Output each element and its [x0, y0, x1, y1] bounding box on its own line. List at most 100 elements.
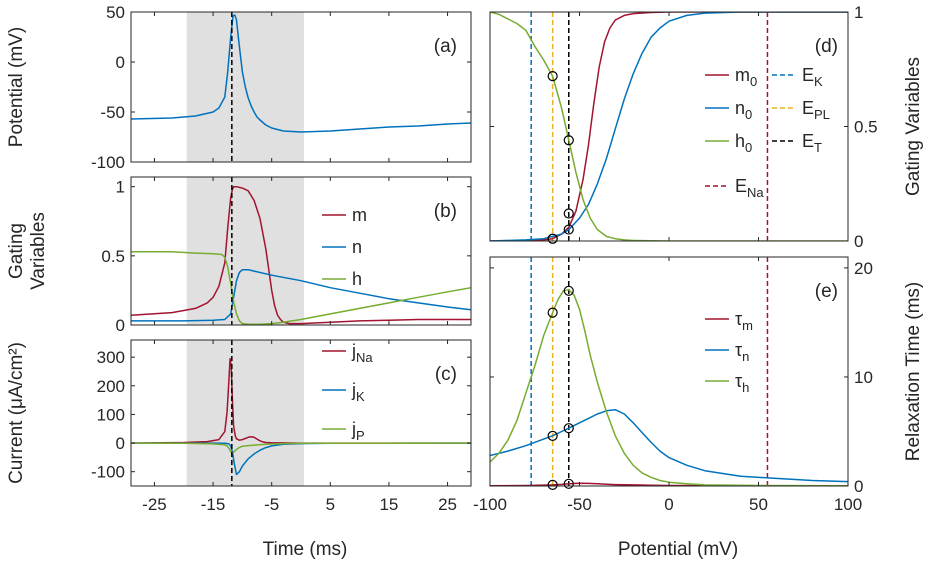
- legend-item-tau_h: τh: [705, 371, 749, 395]
- legend-label: EK: [802, 65, 823, 89]
- series-tau_h: [490, 288, 848, 486]
- ytick-label: 0: [854, 232, 863, 251]
- xtick-label: 5: [326, 495, 335, 514]
- legend-item-n: n: [322, 237, 362, 257]
- legend-item-tau_m: τm: [705, 309, 753, 333]
- ylabel: Gating Variables: [903, 57, 924, 196]
- legend-item-ET: ET: [772, 131, 822, 155]
- legend-item-EPL: EPL: [772, 98, 830, 122]
- legend-label: jP: [351, 419, 365, 443]
- ytick-label: 0.5: [854, 118, 878, 137]
- xtick-label: 100: [834, 495, 862, 514]
- legend-item-h0: h0: [705, 131, 752, 155]
- marker-5: [563, 208, 574, 219]
- legend-label: m0: [735, 65, 757, 89]
- ytick-label: 0: [854, 477, 863, 496]
- legend-label: m: [352, 205, 367, 225]
- legend-label: n0: [735, 98, 752, 122]
- marker-1: [547, 71, 558, 82]
- legend-item-m0: m0: [705, 65, 757, 89]
- marker-1: [547, 430, 558, 441]
- legend-item-m: m: [322, 205, 367, 225]
- ytick-label: 0: [116, 316, 125, 335]
- legend-label: jK: [351, 380, 365, 404]
- xtick-label: -5: [264, 495, 279, 514]
- panel-label: (c): [435, 364, 457, 385]
- legend-item-EK: EK: [772, 65, 823, 89]
- legend-label: τh: [735, 371, 749, 395]
- legend-label: ENa: [735, 176, 764, 200]
- ylabel: Relaxation Time (ms): [903, 282, 924, 462]
- left-xlabel: Time (ms): [263, 539, 348, 560]
- axes-box: [130, 176, 472, 326]
- axes-box: [489, 11, 849, 242]
- xtick-label: -25: [142, 495, 167, 514]
- marker-2: [547, 307, 558, 318]
- marker-4: [563, 135, 574, 146]
- axes-box: [130, 11, 472, 163]
- xtick-label: -15: [201, 495, 226, 514]
- ylabel: Current (μA/cm²): [6, 342, 27, 484]
- ytick-label: 0: [116, 53, 125, 72]
- ytick-label: -100: [91, 463, 125, 482]
- legend-label: τn: [735, 340, 749, 364]
- ytick-label: 1: [116, 178, 125, 197]
- legend-label: ET: [802, 131, 822, 155]
- xtick-label: -100: [473, 495, 507, 514]
- panel-d: 0 0.5 1 (d) Gating Variables m0 n0 h0 ENa EK EPL ET: [489, 3, 924, 251]
- xtick-label: 50: [749, 495, 768, 514]
- panel-label: (a): [434, 36, 457, 57]
- marker-3: [563, 224, 574, 235]
- ytick-label: 300: [97, 348, 125, 367]
- panel-c: -100 0 100 200 300 -25 -15 -5 5 15 25 (c) Current (μ…: [6, 339, 472, 514]
- legend-item-jK: jK: [322, 380, 365, 404]
- series-jNa: [131, 357, 471, 444]
- panel-label: (b): [434, 201, 457, 222]
- ytick-label: 20: [854, 259, 873, 278]
- marker-2: [547, 233, 558, 244]
- marker-3: [563, 478, 574, 489]
- marker-0: [547, 479, 558, 491]
- ytick-label: 200: [97, 377, 125, 396]
- xtick-label: -50: [567, 495, 592, 514]
- legend-item-ENa: ENa: [705, 176, 764, 200]
- xtick-label: 25: [438, 495, 457, 514]
- marker-5: [563, 285, 574, 296]
- axes-box: [489, 256, 849, 487]
- right-xlabel: Potential (mV): [618, 539, 738, 560]
- legend-item-jNa: jNa: [322, 341, 373, 365]
- ytick-label: 1: [854, 3, 863, 22]
- series-h: [131, 250, 471, 325]
- ytick-label: 0: [116, 434, 125, 453]
- panel-b: 0 0.5 1 (b) GatingVariables mnh: [6, 176, 472, 335]
- panel-e: 0 10 20 -100 -50 0 50 100 (e) Relaxation Time (ms…: [473, 256, 924, 514]
- panel-label: (d): [815, 36, 838, 57]
- legend-label: τm: [735, 309, 753, 333]
- series-n0: [490, 12, 848, 241]
- shaded-window: [186, 340, 304, 486]
- marker-4: [563, 423, 574, 434]
- series-n: [131, 268, 471, 322]
- ytick-label: 10: [854, 368, 873, 387]
- ytick-label: -100: [91, 153, 125, 172]
- xtick-label: 0: [664, 495, 673, 514]
- legend-label: h: [352, 269, 362, 289]
- legend-item-jP: jP: [322, 419, 365, 443]
- ytick-label: 0.5: [101, 247, 125, 266]
- legend-label: h0: [735, 131, 752, 155]
- panel-a: -100 -50 0 50 (a) Potential (mV): [6, 3, 472, 172]
- ylabel: GatingVariables: [6, 212, 49, 290]
- legend-item-tau_n: τn: [705, 340, 749, 364]
- ytick-label: 50: [106, 3, 125, 22]
- legend-item-n0: n0: [705, 98, 752, 122]
- shaded-window: [186, 177, 304, 325]
- ytick-label: 100: [97, 405, 125, 424]
- ylabel: Potential (mV): [6, 27, 27, 147]
- ytick-label: -50: [100, 103, 125, 122]
- legend-item-h: h: [322, 269, 362, 289]
- series-tau_n: [490, 408, 848, 483]
- axes-box: [130, 339, 472, 487]
- panel-label: (e): [815, 281, 838, 302]
- xtick-label: 15: [379, 495, 398, 514]
